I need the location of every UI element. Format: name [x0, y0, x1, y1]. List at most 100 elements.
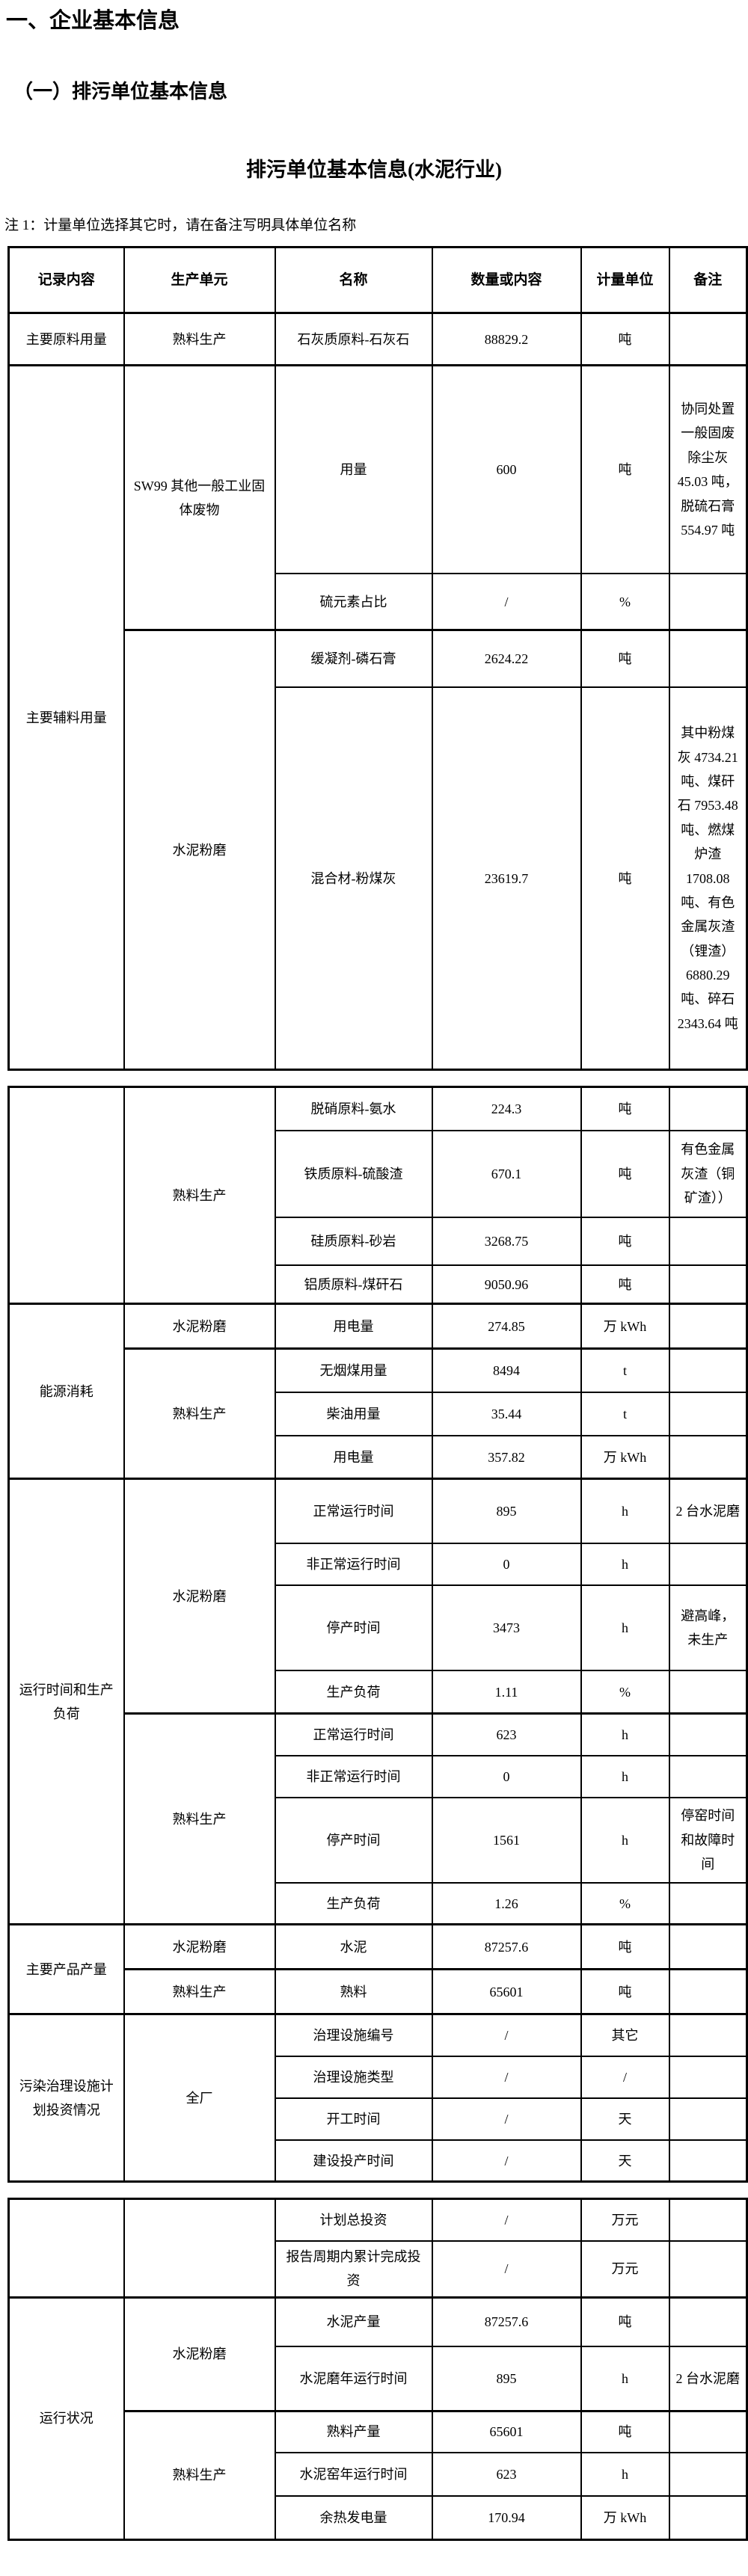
uom-cell: 吨	[580, 1086, 670, 1131]
table-row: 熟料生产 无烟煤用量 8494 t	[9, 1347, 748, 1480]
name-cell: 水泥产量	[274, 2296, 433, 2348]
remark-cell	[668, 1391, 748, 1436]
remark-cell	[668, 1216, 748, 1266]
name-cell: 熟料产量	[274, 2409, 433, 2454]
production-unit-cell: 熟料生产	[123, 1968, 276, 2015]
table-row: 用电量 357.82 万 kWh	[9, 1434, 748, 1480]
name-cell: 石灰质原料-石灰石	[274, 312, 433, 366]
remark-cell	[668, 2055, 748, 2099]
col-header-uom: 计量单位	[580, 246, 670, 315]
basic-info-table-part3: 计划总投资 / 万元 报告周期内累计完成投资 / 万元 运行状况 水泥粉磨 水泥…	[7, 2198, 748, 2541]
record-category-cell: 运行状况	[7, 2296, 125, 2541]
name-cell: 正常运行时间	[274, 1478, 433, 1544]
uom-cell: 万元	[580, 2240, 670, 2299]
table-row: 水泥窑年运行时间 623 h	[9, 2452, 748, 2497]
quantity-cell: 170.94	[431, 2495, 582, 2541]
quantity-cell: 357.82	[431, 1434, 582, 1480]
name-cell: 非正常运行时间	[274, 1542, 433, 1586]
uom-cell: 吨	[580, 1923, 670, 1970]
record-category-cell: 污染治理设施计划投资情况	[7, 2013, 125, 2183]
remark-cell: 停窑时间和故障时间	[668, 1796, 748, 1884]
remark-cell: 避高峰，未生产	[668, 1584, 748, 1671]
quantity-cell: 600	[431, 364, 582, 574]
quantity-cell: 895	[431, 1478, 582, 1544]
name-cell: 铁质原料-硫酸渣	[274, 1129, 433, 1218]
table-row: 开工时间 / 天	[9, 2097, 748, 2141]
uom-cell: 万 kWh	[580, 1434, 670, 1480]
production-unit-cell: 熟料生产	[123, 1347, 276, 1480]
remark-cell	[668, 1923, 748, 1970]
record-category-cell: 主要产品产量	[7, 1923, 125, 2015]
name-cell: 停产时间	[274, 1584, 433, 1671]
table-row: 主要产品产量 水泥粉磨 水泥 87257.6 吨	[7, 1923, 748, 2015]
table-row: 运行时间和生产负荷 水泥粉磨 正常运行时间 895 h 2 台水泥磨	[7, 1478, 748, 1925]
table-row: 熟料生产 熟料 65601 吨	[9, 1968, 748, 2015]
uom-cell: 吨	[580, 686, 670, 1071]
quantity-cell: 895	[431, 2346, 582, 2412]
remark-cell: 2 台水泥磨	[668, 1478, 748, 1544]
table-row: 主要原料用量 熟料生产 石灰质原料-石灰石 88829.2 吨	[7, 312, 748, 366]
name-cell: 生产负荷	[274, 1881, 433, 1925]
remark-cell	[668, 1434, 748, 1480]
record-category-cell: 运行时间和生产负荷	[7, 1478, 125, 1925]
remark-cell	[668, 1881, 748, 1925]
uom-cell: 万 kWh	[580, 1303, 670, 1350]
uom-cell: /	[580, 2055, 670, 2099]
quantity-cell: /	[431, 2055, 582, 2099]
col-header-remark: 备注	[668, 246, 748, 315]
remark-cell	[668, 1542, 748, 1586]
production-unit-cell: 熟料生产	[123, 312, 276, 366]
record-category-cell: 主要原料用量	[7, 312, 125, 366]
table-row: 生产负荷 1.11 %	[9, 1669, 748, 1715]
quantity-cell: /	[431, 2097, 582, 2141]
name-cell: 硅质原料-砂岩	[274, 1216, 433, 1266]
empty-cell	[123, 2198, 276, 2299]
table-row: 生产负荷 1.26 %	[9, 1881, 748, 1925]
subsection-title: （一）排污单位基本信息	[13, 80, 228, 102]
table-row: 治理设施类型 / /	[9, 2055, 748, 2099]
quantity-cell: 623	[431, 1712, 582, 1756]
table-row: 停产时间 1561 h 停窑时间和故障时间	[9, 1796, 748, 1884]
name-cell: 缓凝剂-磷石膏	[274, 629, 433, 688]
name-cell: 报告周期内累计完成投资	[274, 2240, 433, 2299]
remark-cell	[668, 2240, 748, 2299]
remark-cell	[668, 1754, 748, 1798]
quantity-cell: 65601	[431, 2409, 582, 2454]
quantity-cell: 1561	[431, 1796, 582, 1884]
remark-cell: 有色金属灰渣（铜矿渣））	[668, 1129, 748, 1218]
table-row: 熟料生产 脱硝原料-氨水 224.3 吨	[7, 1086, 748, 1305]
quantity-cell: /	[431, 2013, 582, 2057]
remark-cell	[668, 2409, 748, 2454]
remark-cell: 协同处置一般固废除尘灰 45.03 吨，脱硫石膏 554.97 吨	[668, 364, 748, 574]
remark-cell: 其中粉煤灰 4734.21 吨、煤矸石 7953.48 吨、燃煤炉渣 1708.…	[668, 686, 748, 1071]
remark-cell	[668, 2097, 748, 2141]
name-cell: 水泥磨年运行时间	[274, 2346, 433, 2412]
production-unit-cell: 熟料生产	[123, 2409, 276, 2541]
table-row: 铁质原料-硫酸渣 670.1 吨 有色金属灰渣（铜矿渣））	[9, 1129, 748, 1218]
uom-cell: h	[580, 1712, 670, 1756]
table-row: 水泥粉磨 缓凝剂-磷石膏 2624.22 吨	[9, 629, 748, 1071]
table-row: 运行状况 水泥粉磨 水泥产量 87257.6 吨	[7, 2296, 748, 2541]
col-header-record-content: 记录内容	[7, 246, 125, 315]
table-row: 铝质原料-煤矸石 9050.96 吨	[9, 1264, 748, 1305]
remark-cell	[668, 1264, 748, 1305]
uom-cell: t	[580, 1347, 670, 1393]
uom-cell: h	[580, 2452, 670, 2497]
uom-cell: h	[580, 1584, 670, 1671]
production-unit-cell: 水泥粉磨	[123, 2296, 276, 2412]
name-cell: 用电量	[274, 1434, 433, 1480]
uom-cell: t	[580, 1391, 670, 1436]
uom-cell: 吨	[580, 364, 670, 574]
quantity-cell: /	[431, 2139, 582, 2183]
quantity-cell: 0	[431, 1542, 582, 1586]
table-row: 污染治理设施计划投资情况 全厂 治理设施编号 / 其它	[7, 2013, 748, 2183]
uom-cell: 万元	[580, 2198, 670, 2242]
production-unit-cell: 熟料生产	[123, 1086, 276, 1305]
quantity-cell: 9050.96	[431, 1264, 582, 1305]
uom-cell: h	[580, 2346, 670, 2412]
name-cell: 水泥窑年运行时间	[274, 2452, 433, 2497]
quantity-cell: 23619.7	[431, 686, 582, 1071]
name-cell: 治理设施类型	[274, 2055, 433, 2099]
remark-cell	[668, 2495, 748, 2541]
quantity-cell: 670.1	[431, 1129, 582, 1218]
